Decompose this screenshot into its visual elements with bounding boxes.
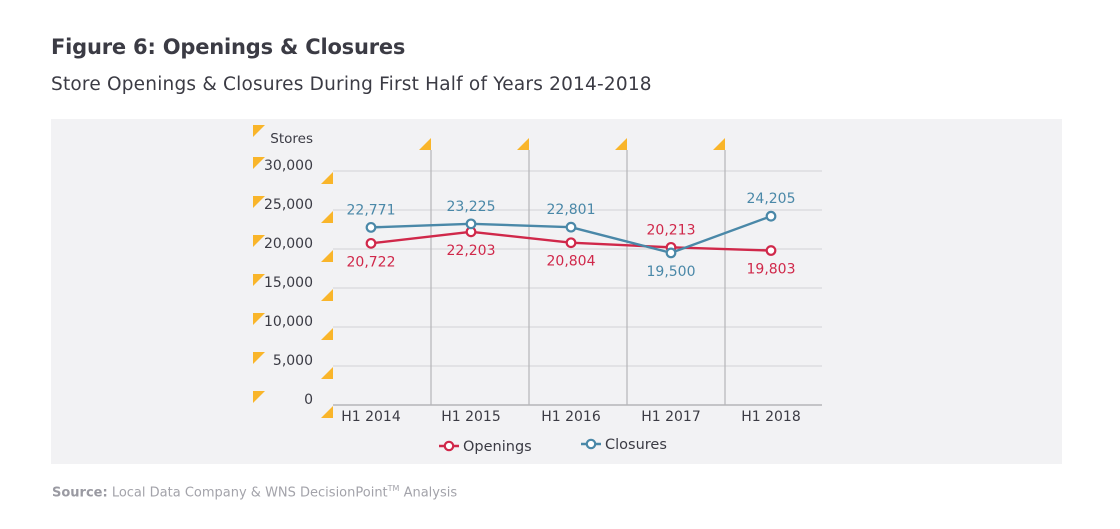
x-tick-label: H1 2014 [341, 409, 401, 425]
data-label: 20,722 [347, 254, 396, 270]
triangle-marker-icon [253, 196, 265, 208]
data-point [565, 221, 577, 233]
flag-triangle-icon [419, 138, 431, 150]
legend-item-openings: Openings [439, 439, 532, 455]
triangle-marker-icon [321, 211, 333, 223]
flag-triangle-icon [517, 138, 529, 150]
data-point [765, 245, 777, 256]
figure-title: Figure 6: Openings & Closures [51, 35, 406, 59]
x-tick-label: H1 2016 [541, 409, 601, 425]
source-label: Source: [52, 485, 108, 501]
x-tick-labels: H1 2014 H1 2015 H1 2016 H1 2017 H1 2018 [341, 409, 801, 425]
triangle-marker-icon [253, 125, 265, 137]
x-tick-label: H1 2018 [741, 409, 801, 425]
source-note: Source: Local Data Company & WNS Decisio… [52, 484, 457, 500]
series: 20,722 22,203 20,804 20,213 19,803 22,771 23,2… [347, 191, 796, 280]
data-label: 20,804 [547, 254, 596, 270]
legend: Openings Closures [439, 437, 667, 455]
figure-subtitle: Store Openings & Closures During First H… [51, 74, 652, 95]
data-point [365, 221, 377, 233]
legend-marker-icon [585, 438, 597, 450]
category-dividers [419, 138, 726, 405]
gridlines [333, 170, 822, 367]
data-point [765, 210, 777, 222]
data-point [565, 237, 577, 249]
x-tick-label: H1 2015 [441, 409, 501, 425]
data-label: 23,225 [447, 199, 496, 215]
data-label: 19,803 [747, 262, 796, 278]
triangle-marker-icon [321, 328, 333, 340]
y-tick-label: 10,000 [264, 314, 313, 330]
data-label: 24,205 [747, 191, 796, 207]
y-tick-label: 20,000 [264, 236, 313, 252]
y-tick-label: 0 [304, 392, 313, 408]
triangle-marker-icon [253, 157, 265, 169]
triangle-marker-icon [321, 367, 333, 379]
triangle-marker-icon [253, 274, 265, 286]
data-label: 22,203 [447, 243, 496, 259]
legend-item-closures: Closures [581, 437, 667, 453]
legend-marker-icon [443, 440, 455, 452]
triangle-marker-icon [321, 406, 333, 418]
flag-triangle-icon [615, 138, 627, 150]
y-tick-label: 5,000 [273, 353, 313, 369]
triangle-marker-icon [253, 235, 265, 247]
data-point [365, 237, 377, 249]
data-label: 22,771 [347, 202, 396, 218]
triangle-marker-icon [253, 352, 265, 364]
source-suffix: Analysis [399, 485, 458, 501]
data-point [665, 247, 677, 259]
triangle-marker-icon [321, 250, 333, 262]
legend-label: Openings [463, 439, 532, 455]
data-label: 19,500 [647, 264, 696, 280]
x-tick-label: H1 2017 [641, 409, 701, 425]
trademark-mark: TM [387, 484, 400, 493]
triangle-marker-icon [253, 313, 265, 325]
data-point [465, 218, 477, 230]
y-tick-label: 25,000 [264, 197, 313, 213]
y-tick-labels: 0 5,000 10,000 15,000 20,000 25,000 30,000 [264, 158, 313, 408]
y-tick-label: 15,000 [264, 275, 313, 291]
triangle-marker-icon [321, 172, 333, 184]
data-label: 20,213 [647, 222, 696, 238]
legend-label: Closures [605, 437, 667, 453]
y-axis-title: Stores [270, 131, 313, 147]
decorative-triangles [253, 125, 333, 418]
chart-panel [51, 119, 1062, 464]
triangle-marker-icon [253, 391, 265, 403]
y-tick-label: 30,000 [264, 158, 313, 174]
flag-triangle-icon [713, 138, 725, 150]
triangle-marker-icon [321, 289, 333, 301]
data-label: 22,801 [547, 202, 596, 218]
source-text: Local Data Company & WNS DecisionPoint [107, 485, 388, 501]
series-closures: 22,771 23,225 22,801 19,500 24,205 [347, 191, 796, 280]
